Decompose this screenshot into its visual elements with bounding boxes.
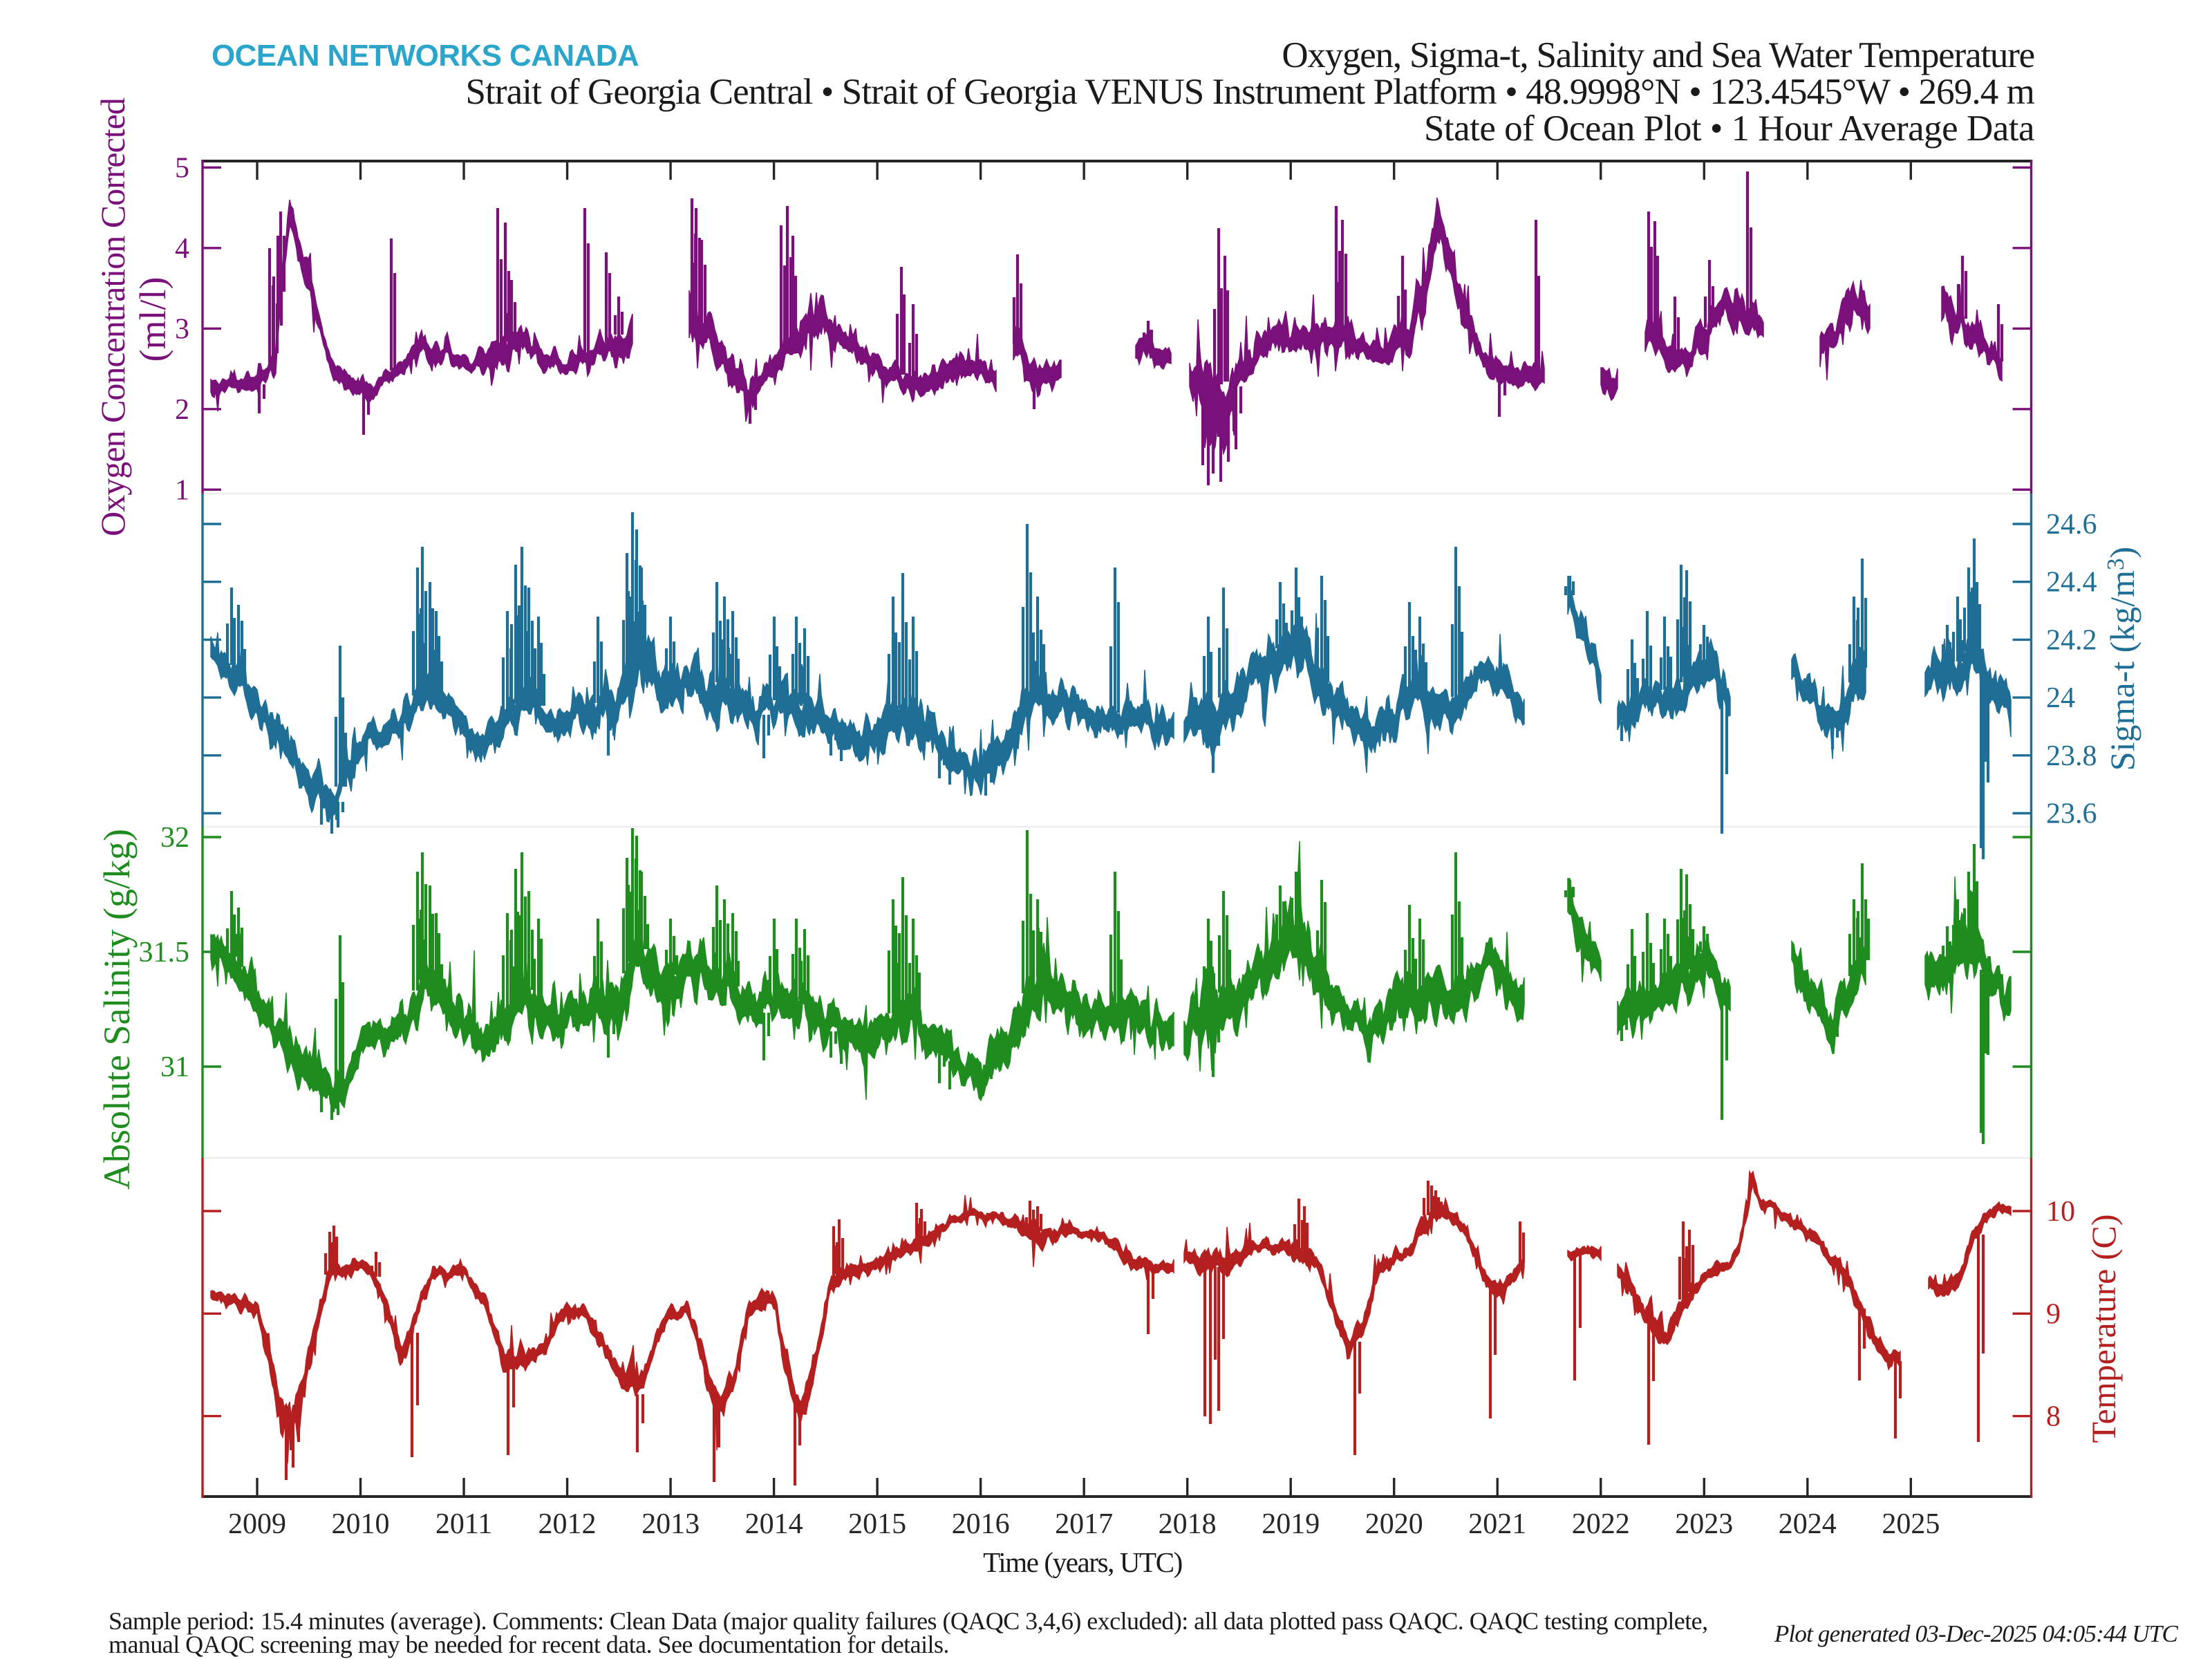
svg-text:23.8: 23.8 [2046,740,2097,772]
svg-text:5: 5 [175,152,189,184]
svg-text:2021: 2021 [1468,1508,1526,1540]
svg-text:2011: 2011 [435,1508,492,1540]
svg-text:24: 24 [2046,682,2075,714]
svg-text:23.6: 23.6 [2046,798,2097,830]
svg-text:24.4: 24.4 [2046,567,2097,599]
svg-text:Temperature (C): Temperature (C) [2084,1214,2123,1443]
svg-text:2019: 2019 [1262,1508,1320,1540]
svg-text:2023: 2023 [1675,1508,1733,1540]
svg-text:OCEAN NETWORKS CANADA: OCEAN NETWORKS CANADA [212,39,639,73]
svg-text:24.2: 24.2 [2046,624,2097,656]
svg-text:2014: 2014 [745,1508,803,1540]
svg-text:24.6: 24.6 [2046,509,2097,541]
svg-text:2022: 2022 [1572,1508,1630,1540]
svg-text:32: 32 [160,822,189,854]
svg-text:2017: 2017 [1055,1508,1113,1540]
svg-text:Time (years, UTC): Time (years, UTC) [983,1546,1182,1578]
svg-text:31: 31 [160,1051,189,1083]
svg-text:2: 2 [175,394,189,426]
svg-text:2020: 2020 [1365,1508,1423,1540]
svg-text:10: 10 [2046,1196,2075,1228]
svg-text:Oxygen, Sigma-t, Salinity and: Oxygen, Sigma-t, Salinity and Sea Water … [1282,35,2034,75]
svg-text:2016: 2016 [952,1508,1010,1540]
svg-text:31.5: 31.5 [139,937,190,968]
svg-text:8: 8 [2046,1401,2061,1433]
svg-text:State of Ocean Plot • 1 Hour A: State of Ocean Plot • 1 Hour Average Dat… [1424,109,2034,149]
svg-text:1: 1 [175,474,189,506]
svg-text:9: 9 [2046,1298,2061,1330]
svg-text:2013: 2013 [641,1508,700,1540]
svg-text:Sample period: 15.4 minutes (a: Sample period: 15.4 minutes (average). C… [109,1607,1708,1635]
svg-text:Sigma-t (kg/m3): Sigma-t (kg/m3) [2102,547,2141,771]
svg-text:Strait of Georgia Central • St: Strait of Georgia Central • Strait of Ge… [465,72,2034,112]
svg-text:2024: 2024 [1779,1508,1837,1540]
svg-text:(ml/l): (ml/l) [132,277,174,362]
svg-text:2018: 2018 [1159,1508,1217,1540]
svg-text:2010: 2010 [332,1508,390,1540]
svg-text:2015: 2015 [848,1508,906,1540]
svg-text:manual QAQC screening may be n: manual QAQC screening may be needed for … [109,1631,949,1658]
svg-text:Absolute Salinity (g/kg): Absolute Salinity (g/kg) [96,829,138,1190]
svg-text:4: 4 [175,233,189,265]
svg-text:2012: 2012 [538,1508,597,1540]
svg-text:Oxygen Concentration Corrected: Oxygen Concentration Corrected [93,97,132,536]
svg-text:3: 3 [175,313,189,345]
svg-text:2009: 2009 [228,1508,286,1540]
svg-text:2025: 2025 [1882,1508,1940,1540]
svg-text:Plot generated 03-Dec-2025 04:: Plot generated 03-Dec-2025 04:05:44 UTC [1774,1620,2179,1647]
